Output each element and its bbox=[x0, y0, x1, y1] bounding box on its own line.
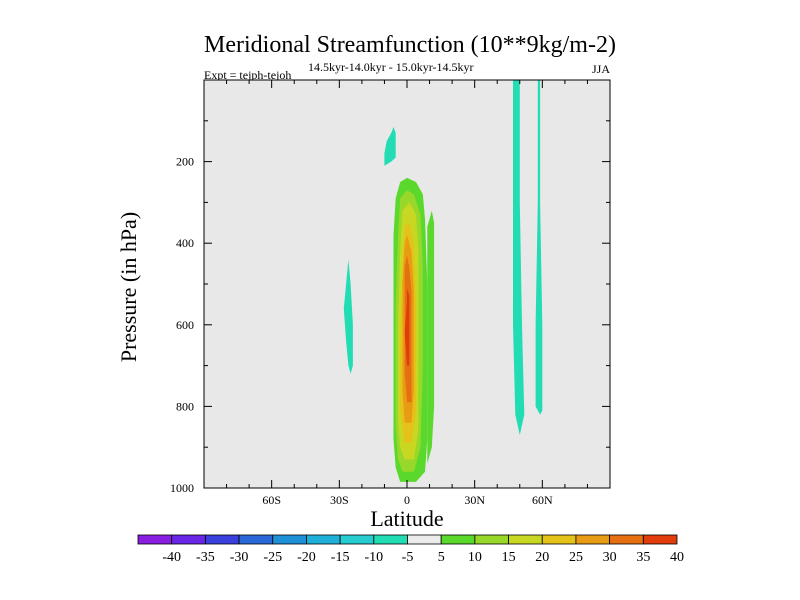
colorbar-label: 20 bbox=[535, 550, 549, 565]
y-axis-label: Pressure (in hPa) bbox=[116, 212, 141, 362]
colorbar-label: -5 bbox=[402, 550, 414, 565]
colorbar-swatch bbox=[171, 534, 206, 545]
x-tick-label: 60S bbox=[262, 493, 281, 507]
colorbar-label: 25 bbox=[569, 550, 583, 565]
colorbar-label: -15 bbox=[331, 550, 350, 565]
contour-main-level-35 bbox=[404, 288, 410, 366]
colorbar-swatch bbox=[272, 534, 307, 545]
colorbar-label: -20 bbox=[297, 550, 316, 565]
axis-ticks: 60S 30S 0 30N 60N 200 400 600 800 1000 bbox=[170, 80, 611, 507]
y-tick-label: 600 bbox=[176, 318, 194, 332]
colorbar-swatch bbox=[508, 534, 543, 545]
colorbar-swatch bbox=[306, 534, 341, 545]
x-tick-label: 0 bbox=[404, 493, 410, 507]
y-tick-label: 800 bbox=[176, 399, 194, 413]
contour-left-level-minus5 bbox=[343, 259, 353, 374]
colorbar: -40 -35 -30 -25 -20 -15 -10 -5 5 10 15 20 25 30 35 40 bbox=[137, 534, 684, 565]
colorbar-swatch bbox=[137, 534, 173, 545]
colorbar-label: -10 bbox=[364, 550, 383, 565]
colorbar-label: 15 bbox=[502, 550, 516, 565]
colorbar-swatch bbox=[339, 534, 375, 545]
colorbar-swatch bbox=[440, 534, 476, 545]
colorbar-swatch bbox=[407, 534, 442, 545]
contour-top-level-minus5 bbox=[384, 126, 396, 166]
colorbar-swatch bbox=[238, 534, 274, 545]
colorbar-label: 35 bbox=[636, 550, 650, 565]
colorbar-swatch bbox=[541, 534, 577, 545]
experiment-label: Expt = tejph-tejoh bbox=[204, 68, 291, 82]
contour-main-level-5-side bbox=[427, 210, 435, 464]
season-label: JJA bbox=[592, 62, 610, 76]
chart-title: Meridional Streamfunction (10**9kg/m-2) bbox=[204, 32, 616, 58]
y-tick-label: 1000 bbox=[170, 481, 194, 495]
y-tick-label: 400 bbox=[176, 236, 194, 250]
colorbar-swatch bbox=[474, 534, 509, 545]
y-tick-label: 200 bbox=[176, 155, 194, 169]
colorbar-swatch bbox=[373, 534, 408, 545]
colorbar-swatch bbox=[204, 534, 240, 545]
colorbar-swatch bbox=[642, 534, 678, 545]
x-tick-label: 60N bbox=[532, 493, 553, 507]
x-tick-label: 30N bbox=[464, 493, 485, 507]
colorbar-label: 5 bbox=[438, 550, 445, 565]
colorbar-swatch bbox=[575, 534, 611, 545]
colorbar-label: -25 bbox=[263, 550, 282, 565]
colorbar-label: -30 bbox=[230, 550, 249, 565]
contour-right1-level-minus5 bbox=[513, 80, 525, 435]
colorbar-label: 40 bbox=[670, 550, 684, 565]
colorbar-label: -40 bbox=[162, 550, 181, 565]
contour-layer bbox=[343, 80, 543, 482]
colorbar-label: 10 bbox=[468, 550, 482, 565]
x-axis-label: Latitude bbox=[370, 506, 443, 531]
colorbar-swatch bbox=[609, 534, 644, 545]
contour-right2-level-minus5 bbox=[535, 80, 543, 415]
colorbar-label: 30 bbox=[603, 550, 617, 565]
x-tick-label: 30S bbox=[330, 493, 349, 507]
period-label: 14.5kyr-14.0kyr - 15.0kyr-14.5kyr bbox=[308, 60, 474, 74]
colorbar-label: -35 bbox=[196, 550, 215, 565]
